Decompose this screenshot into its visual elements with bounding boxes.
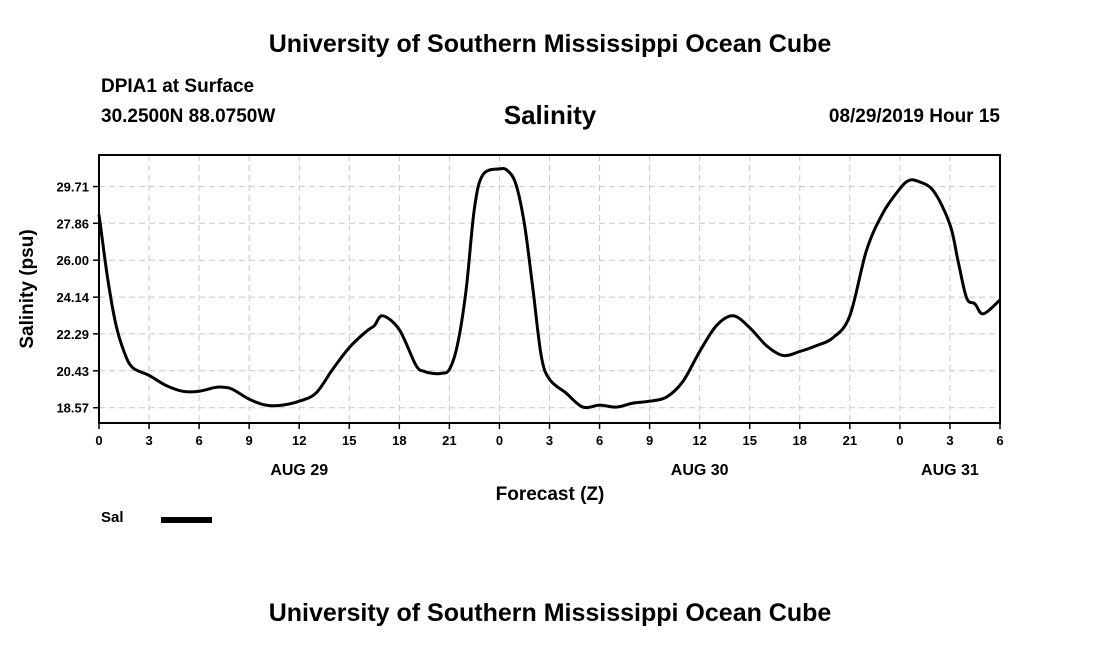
y-tick-label: 24.14 xyxy=(56,290,89,305)
x-tick-label: 0 xyxy=(95,433,102,448)
y-tick-label: 27.86 xyxy=(56,216,89,231)
x-tick-label: 12 xyxy=(292,433,306,448)
x-tick-label: 3 xyxy=(546,433,553,448)
x-tick-label: 6 xyxy=(996,433,1003,448)
x-tick-label: 6 xyxy=(195,433,202,448)
y-tick-label: 18.57 xyxy=(56,401,89,416)
y-tick-label: 20.43 xyxy=(56,364,89,379)
date-label: AUG 29 xyxy=(270,462,328,479)
legend-swatch xyxy=(161,517,212,523)
x-tick-label: 0 xyxy=(496,433,503,448)
station-coordinates: 30.2500N 88.0750W xyxy=(101,106,276,127)
x-tick-label: 3 xyxy=(946,433,953,448)
x-tick-label: 3 xyxy=(145,433,152,448)
series-line-sal xyxy=(97,167,1002,410)
series-group xyxy=(97,167,1002,410)
grid-lines xyxy=(99,155,1000,423)
station-name: DPIA1 at Surface xyxy=(101,76,255,97)
x-tick-label: 12 xyxy=(692,433,706,448)
x-tick-label: 21 xyxy=(843,433,857,448)
y-tick-label: 29.71 xyxy=(56,180,89,195)
x-tick-label: 21 xyxy=(442,433,456,448)
variable-title: Salinity xyxy=(503,100,597,130)
forecast-datetime: 08/29/2019 Hour 15 xyxy=(828,106,1000,127)
plot-frame xyxy=(98,154,1001,424)
chart-footer-title: University of Southern Mississippi Ocean… xyxy=(268,599,832,627)
axis-ticks: 0 3 6 9 12 15 18 21 0 3 6 9 12 15 18 21 0 3 6 AUG 29 AUG 30 A… xyxy=(56,180,1003,479)
legend-label: Sal xyxy=(101,509,124,526)
y-axis-label: Salinity (psu) xyxy=(17,229,38,348)
x-tick-label: 9 xyxy=(646,433,653,448)
date-label: AUG 30 xyxy=(671,462,729,479)
chart-header-title: University of Southern Mississippi Ocean… xyxy=(268,30,832,58)
y-tick-label: 22.29 xyxy=(56,327,89,342)
x-tick-label: 9 xyxy=(246,433,253,448)
x-tick-label: 15 xyxy=(342,433,356,448)
y-tick-label: 26.00 xyxy=(56,253,89,268)
x-tick-label: 6 xyxy=(596,433,603,448)
x-tick-label: 15 xyxy=(742,433,756,448)
date-label: AUG 31 xyxy=(921,462,979,479)
x-tick-label: 0 xyxy=(896,433,903,448)
x-tick-label: 18 xyxy=(392,433,406,448)
x-axis-label: Forecast (Z) xyxy=(496,484,605,505)
x-tick-label: 18 xyxy=(793,433,807,448)
